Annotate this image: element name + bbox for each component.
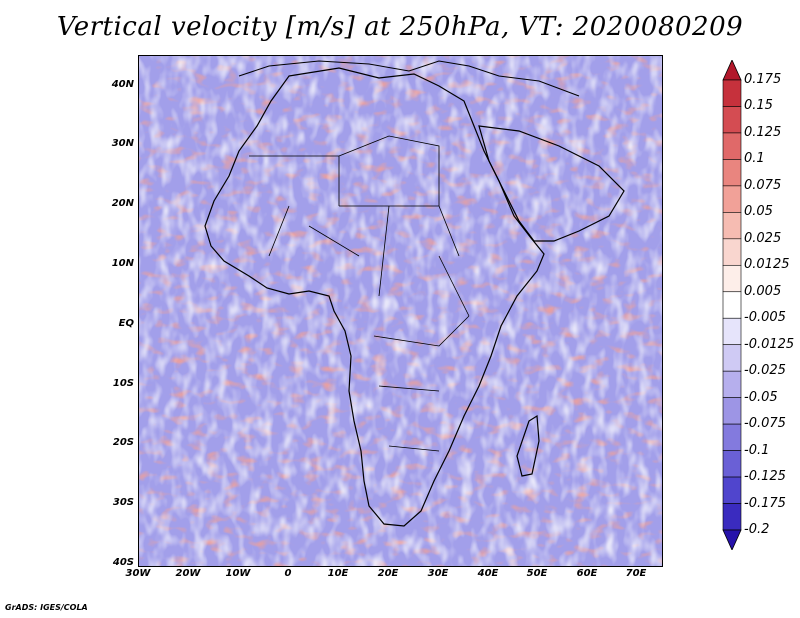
y-tick-label: EQ — [118, 318, 134, 329]
colorbar-level-label: 0.125 — [744, 124, 782, 140]
colorbar-swatch — [722, 370, 742, 398]
field-texture — [139, 56, 662, 566]
colorbar — [722, 60, 742, 550]
colorbar-level-label: -0.075 — [744, 416, 786, 432]
colorbar-swatch — [722, 79, 742, 107]
map-field — [139, 56, 662, 566]
x-tick-label: 30E — [427, 568, 449, 579]
map-panel — [138, 55, 663, 567]
x-tick-label: 50E — [526, 568, 548, 579]
x-tick-label: 0 — [284, 568, 292, 579]
y-tick-label: 30N — [111, 138, 134, 149]
colorbar-swatch — [722, 423, 742, 451]
x-tick-label: 20E — [377, 568, 399, 579]
x-tick-label: 10E — [327, 568, 349, 579]
colorbar-level-label: 0.025 — [744, 230, 782, 246]
colorbar-top-arrow — [722, 60, 742, 81]
x-tick-label: 70E — [625, 568, 647, 579]
madagascar-coastline — [516, 414, 540, 477]
x-tick-label: 20W — [175, 568, 201, 579]
footer-credit: GrADS: IGES/COLA — [5, 603, 88, 612]
colorbar-swatch — [722, 264, 742, 293]
colorbar-level-label: -0.0125 — [744, 336, 795, 352]
country-borders — [249, 135, 470, 452]
y-tick-label: 20S — [112, 437, 134, 448]
colorbar-swatch — [722, 132, 742, 160]
colorbar-level-label: 0.005 — [744, 283, 782, 299]
y-tick-label: 10S — [112, 378, 134, 389]
colorbar-level-label: 0.05 — [744, 204, 773, 220]
colorbar-swatch — [722, 317, 742, 346]
colorbar-level-label: -0.125 — [744, 469, 786, 485]
colorbar-level-label: -0.175 — [744, 495, 786, 511]
y-tick-label: 40S — [112, 557, 134, 568]
arabia-coastline — [478, 125, 625, 242]
colorbar-level-label: -0.2 — [744, 522, 770, 537]
europe-coastline — [238, 60, 580, 97]
colorbar-swatch — [722, 450, 742, 478]
colorbar-level-label: 0.1 — [744, 151, 765, 167]
x-tick-label: 10W — [225, 568, 251, 579]
colorbar-swatch — [722, 238, 742, 266]
x-tick-label: 30W — [125, 568, 151, 579]
y-tick-label: 20N — [111, 198, 134, 209]
colorbar-swatch — [722, 106, 742, 134]
y-tick-label: 30S — [112, 497, 134, 508]
colorbar-level-label: 0.075 — [744, 177, 782, 193]
colorbar-swatch — [722, 397, 742, 425]
y-tick-label: 40N — [111, 79, 134, 90]
colorbar-level-label: -0.1 — [744, 442, 770, 458]
colorbar-level-label: -0.005 — [744, 310, 786, 326]
colorbar-swatch — [722, 291, 742, 319]
colorbar-bottom-arrow — [722, 529, 742, 550]
colorbar-swatch — [722, 476, 742, 504]
y-tick-label: 10N — [111, 258, 134, 269]
colorbar-level-label: 0.15 — [744, 98, 773, 114]
x-tick-label: 60E — [576, 568, 598, 579]
colorbar-level-label: 0.0125 — [744, 257, 790, 273]
colorbar-swatch — [722, 185, 742, 213]
colorbar-level-label: -0.025 — [744, 363, 786, 379]
colorbar-level-label: -0.05 — [744, 389, 778, 405]
colorbar-swatch — [722, 503, 742, 531]
colorbar-level-label: 0.175 — [744, 72, 782, 87]
colorbar-swatch — [722, 159, 742, 187]
x-tick-label: 40E — [477, 568, 499, 579]
chart-title: Vertical velocity [m/s] at 250hPa, VT: 2… — [56, 12, 744, 42]
colorbar-swatch — [722, 344, 742, 372]
colorbar-swatch — [722, 212, 742, 240]
